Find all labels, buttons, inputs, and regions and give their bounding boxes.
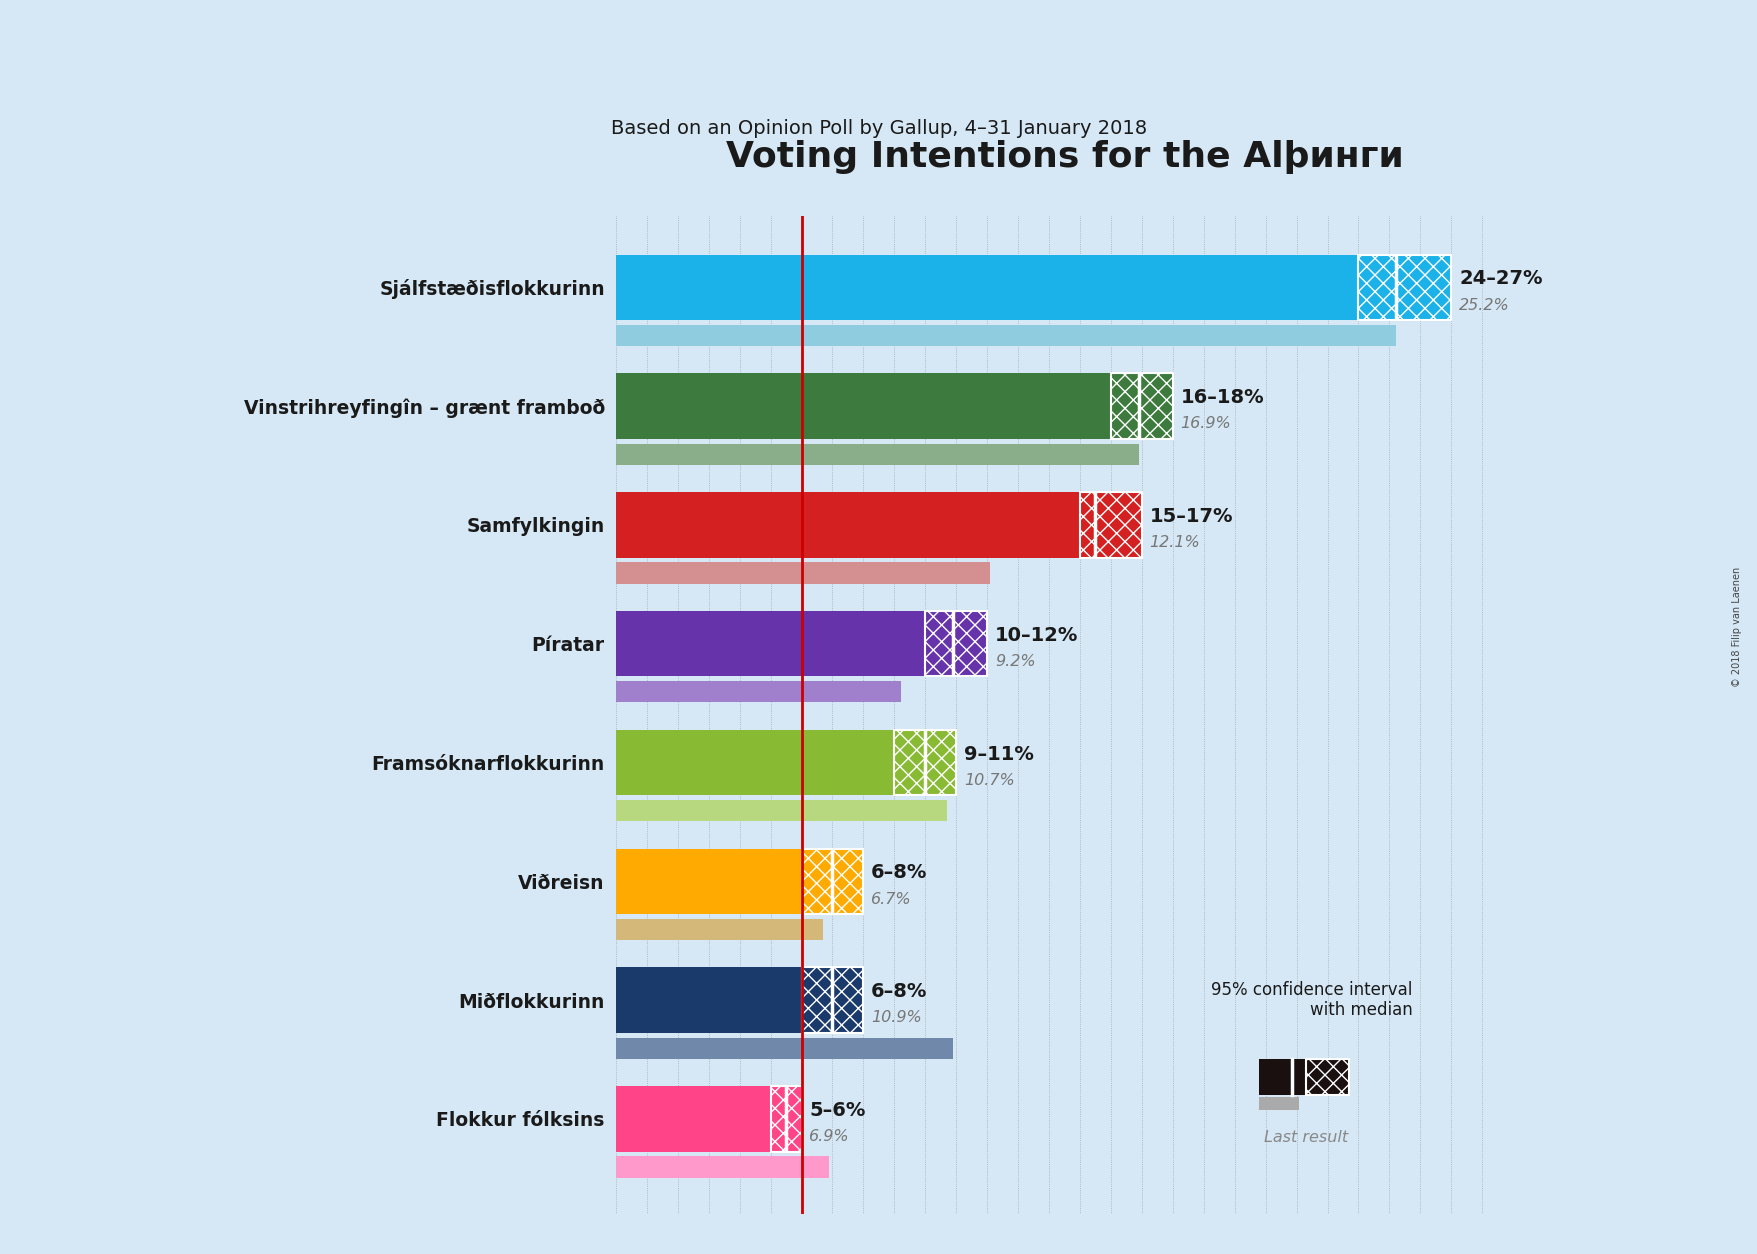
Text: 10.9%: 10.9% bbox=[871, 1011, 921, 1026]
Bar bbox=[1258, 1097, 1298, 1110]
Bar bbox=[615, 611, 924, 676]
Text: Last result: Last result bbox=[1263, 1130, 1348, 1145]
Text: 16–18%: 16–18% bbox=[1181, 389, 1263, 408]
Bar bbox=[615, 325, 1395, 346]
Bar bbox=[615, 493, 1079, 558]
Text: 15–17%: 15–17% bbox=[1149, 507, 1232, 527]
Text: 6–8%: 6–8% bbox=[871, 864, 928, 883]
Bar bbox=[1358, 255, 1451, 320]
Bar bbox=[615, 444, 1139, 465]
Bar bbox=[801, 967, 863, 1033]
Text: 9.2%: 9.2% bbox=[994, 655, 1035, 668]
Text: Based on an Opinion Poll by Gallup, 4–31 January 2018: Based on an Opinion Poll by Gallup, 4–31… bbox=[611, 119, 1146, 138]
Bar bbox=[615, 800, 947, 821]
Text: 25.2%: 25.2% bbox=[1458, 297, 1509, 312]
Text: 6–8%: 6–8% bbox=[871, 982, 928, 1001]
Bar bbox=[924, 611, 987, 676]
Bar bbox=[615, 681, 900, 702]
Bar bbox=[801, 849, 863, 914]
Title: Voting Intentions for the Alþинги: Voting Intentions for the Alþинги bbox=[726, 140, 1402, 174]
Bar bbox=[1079, 493, 1142, 558]
Bar bbox=[615, 255, 1358, 320]
Text: 6.7%: 6.7% bbox=[871, 892, 912, 907]
Bar bbox=[615, 849, 801, 914]
Bar bbox=[1305, 1060, 1348, 1095]
Bar bbox=[615, 919, 822, 940]
Bar bbox=[615, 1086, 770, 1151]
Text: 24–27%: 24–27% bbox=[1458, 270, 1541, 288]
Text: 10–12%: 10–12% bbox=[994, 626, 1077, 645]
Bar bbox=[1110, 374, 1172, 439]
Text: 95% confidence interval
with median: 95% confidence interval with median bbox=[1211, 981, 1413, 1020]
Text: 12.1%: 12.1% bbox=[1149, 535, 1200, 551]
Text: 5–6%: 5–6% bbox=[808, 1101, 864, 1120]
Text: 16.9%: 16.9% bbox=[1181, 416, 1230, 431]
Bar bbox=[615, 730, 894, 795]
Text: 6.9%: 6.9% bbox=[808, 1129, 849, 1144]
Text: © 2018 Filip van Laenen: © 2018 Filip van Laenen bbox=[1731, 567, 1741, 687]
Bar bbox=[770, 1086, 801, 1151]
Bar bbox=[1258, 1060, 1305, 1095]
Bar bbox=[615, 1037, 952, 1058]
Bar bbox=[894, 730, 956, 795]
Bar bbox=[615, 967, 801, 1033]
Text: 9–11%: 9–11% bbox=[963, 745, 1033, 764]
Bar bbox=[615, 374, 1110, 439]
Bar bbox=[615, 562, 989, 583]
Bar bbox=[615, 1156, 829, 1178]
Text: 10.7%: 10.7% bbox=[963, 772, 1014, 788]
